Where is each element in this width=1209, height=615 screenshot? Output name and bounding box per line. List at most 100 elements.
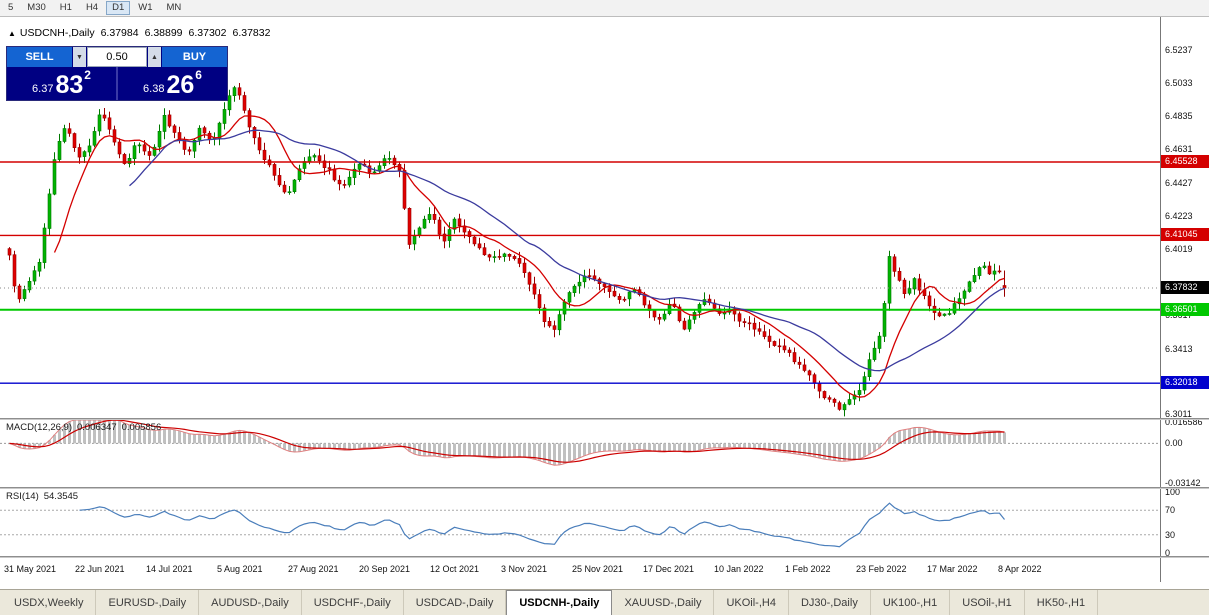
- time-axis[interactable]: 31 May 2021 22 Jun 2021 14 Jul 2021 5 Aug 2…: [0, 558, 1160, 582]
- one-click-trade-panel: SELL ▼ ▲ BUY 6.37 83 2 6.38 26 6: [6, 46, 228, 101]
- candles: [7, 83, 1007, 417]
- chart-tab-hk50-h1[interactable]: HK50-,H1: [1025, 590, 1099, 615]
- timeframe-button-d1[interactable]: D1: [106, 1, 131, 15]
- chart-tab-xauusd-daily[interactable]: XAUUSD-,Daily: [612, 590, 715, 615]
- panel-splitter[interactable]: [0, 556, 1209, 558]
- date-label: 17 Dec 2021: [643, 564, 695, 574]
- timeframe-button-h4[interactable]: H4: [80, 1, 104, 15]
- buy-button[interactable]: BUY: [162, 47, 227, 67]
- rsi-name: RSI(14): [6, 491, 39, 502]
- chart-tab-dj30-daily[interactable]: DJ30-,Daily: [789, 590, 871, 615]
- chart-title: USDCNH-,Daily: [19, 27, 95, 39]
- rsi-value: 54.3545: [43, 491, 79, 502]
- level-price-label: 6.32018: [1161, 376, 1209, 389]
- current-price-label: 6.37832: [1161, 281, 1209, 294]
- level-price-label: 6.36501: [1161, 303, 1209, 316]
- date-label: 3 Nov 2021: [501, 564, 548, 574]
- rsi-axis-tick: 100: [1165, 487, 1181, 497]
- trade-panel-quotes: 6.37 83 2 6.38 26 6: [7, 67, 227, 100]
- chart-tab-uk100-h1[interactable]: UK100-,H1: [871, 590, 951, 615]
- chart-tab-usoil-h1[interactable]: USOil-,H1: [950, 590, 1025, 615]
- price-chart[interactable]: [0, 17, 1160, 418]
- sell-price-big: 83: [55, 71, 84, 99]
- chart-tabs: USDX,Weekly EURUSD-,Daily AUDUSD-,Daily USD…: [0, 589, 1209, 615]
- price-tick: 6.4223: [1165, 211, 1193, 221]
- ohlc-close: 6.37832: [232, 27, 271, 39]
- macd-name: MACD(12,26,9): [6, 422, 72, 433]
- chart-tab-audusd-daily[interactable]: AUDUSD-,Daily: [199, 590, 302, 615]
- rsi-axis-tick: 30: [1165, 530, 1176, 540]
- date-label: 25 Nov 2021: [572, 564, 624, 574]
- chart-tab-usdcnh-daily[interactable]: USDCNH-,Daily: [506, 590, 613, 615]
- macd-signal-line: [9, 420, 1005, 463]
- date-label: 23 Feb 2022: [856, 564, 907, 574]
- date-label: 8 Apr 2022: [998, 564, 1042, 574]
- sell-button[interactable]: SELL: [7, 47, 72, 67]
- price-tick: 6.3413: [1165, 344, 1193, 354]
- level-price-label: 6.45528: [1161, 155, 1209, 168]
- price-scale[interactable]: 6.5237 6.5033 6.4835 6.4631 6.4427 6.4223 6.40…: [1160, 17, 1209, 582]
- chart-tab-usdchf-daily[interactable]: USDCHF-,Daily: [302, 590, 404, 615]
- trade-panel-controls: SELL ▼ ▲ BUY: [7, 47, 227, 67]
- rsi-axis-tick: 70: [1165, 505, 1176, 515]
- macd-indicator-label: MACD(12,26,9) 0.006347 0.005856: [6, 422, 166, 433]
- volume-decrease-button[interactable]: ▼: [73, 47, 86, 67]
- buy-price-superscript: 6: [195, 68, 202, 82]
- date-label: 5 Aug 2021: [217, 564, 263, 574]
- rsi-line: [79, 502, 1005, 548]
- date-label: 22 Jun 2021: [75, 564, 125, 574]
- timeframe-button-5[interactable]: 5: [2, 1, 19, 15]
- moving-average-line-10: [53, 115, 1005, 398]
- date-label: 20 Sep 2021: [359, 564, 411, 574]
- price-tick: 6.4019: [1165, 244, 1193, 254]
- price-tick: 6.5237: [1165, 45, 1193, 55]
- timeframe-button-mn[interactable]: MN: [161, 1, 188, 15]
- price-tick: 6.4835: [1165, 111, 1193, 121]
- rsi-indicator-chart[interactable]: [0, 489, 1160, 556]
- ohlc-low: 6.37302: [188, 27, 227, 39]
- sell-price-superscript: 2: [84, 68, 91, 82]
- rsi-axis-tick: 0: [1165, 548, 1171, 558]
- buy-price-big: 26: [166, 71, 195, 99]
- macd-axis-tick: 0.00: [1165, 438, 1183, 448]
- date-label: 12 Oct 2021: [430, 564, 480, 574]
- price-tick: 6.3011: [1165, 409, 1192, 419]
- timeframe-button-h1[interactable]: H1: [54, 1, 78, 15]
- timeframe-toolbar: 5 M30 H1 H4 D1 W1 MN: [0, 0, 1209, 17]
- date-label: 17 Mar 2022: [927, 564, 978, 574]
- timeframe-button-m30[interactable]: M30: [21, 1, 51, 15]
- price-tick: 6.4631: [1165, 144, 1193, 154]
- macd-indicator-chart[interactable]: [0, 420, 1160, 487]
- sell-price[interactable]: 6.37 83 2: [7, 67, 116, 100]
- sell-price-prefix: 6.37: [32, 83, 54, 95]
- macd-axis-tick: -0.03142: [1165, 478, 1201, 488]
- date-label: 10 Jan 2022: [714, 564, 764, 574]
- rsi-indicator-label: RSI(14) 54.3545: [6, 491, 83, 502]
- chart-tab-ukoil-h4[interactable]: UKOil-,H4: [714, 590, 789, 615]
- level-price-label: 6.41045: [1161, 228, 1209, 241]
- chart-tab-usdx-weekly[interactable]: USDX,Weekly: [2, 590, 97, 615]
- volume-increase-button[interactable]: ▲: [148, 47, 161, 67]
- macd-axis-tick: 0.016586: [1165, 417, 1203, 427]
- panel-splitter[interactable]: [0, 487, 1209, 489]
- macd-value-main: 0.006347: [77, 422, 117, 433]
- price-tick: 6.5033: [1165, 78, 1193, 88]
- timeframe-button-w1[interactable]: W1: [132, 1, 158, 15]
- chart-tab-usdcad-daily[interactable]: USDCAD-,Daily: [404, 590, 507, 615]
- date-label: 31 May 2021: [4, 564, 57, 574]
- support-resistance-lines[interactable]: [0, 161, 1160, 384]
- chart-tab-eurusd-daily[interactable]: EURUSD-,Daily: [96, 590, 200, 615]
- macd-value-signal: 0.005856: [121, 422, 162, 433]
- volume-input[interactable]: [87, 47, 147, 67]
- collapse-trade-panel-icon[interactable]: ▲: [8, 29, 16, 38]
- price-tick: 6.4427: [1165, 178, 1193, 188]
- date-label: 27 Aug 2021: [288, 564, 339, 574]
- buy-price[interactable]: 6.38 26 6: [118, 67, 227, 100]
- buy-price-prefix: 6.38: [143, 83, 165, 95]
- chart-header: ▲ USDCNH-,Daily 6.37984 6.38899 6.37302 6.378…: [8, 27, 270, 39]
- ohlc-high: 6.38899: [144, 27, 183, 39]
- ohlc-open: 6.37984: [100, 27, 139, 39]
- date-label: 14 Jul 2021: [146, 564, 193, 574]
- panel-splitter[interactable]: [0, 418, 1209, 420]
